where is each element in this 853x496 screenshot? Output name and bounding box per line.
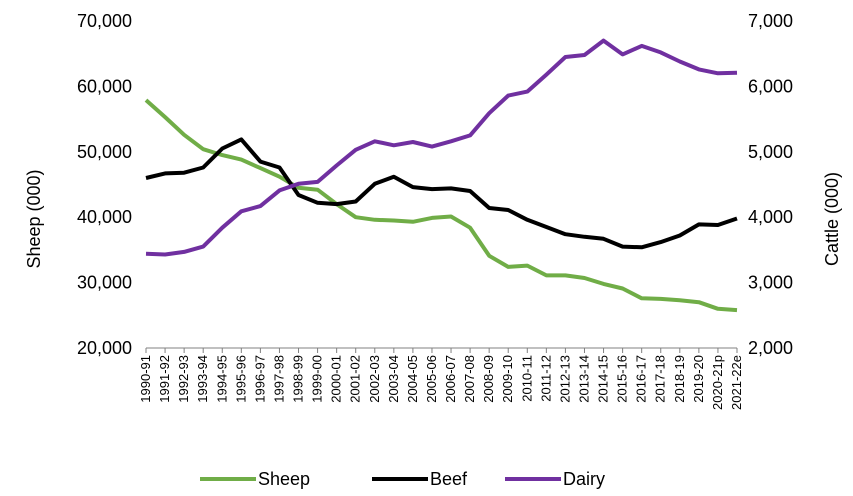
x-tick-label: 1991-92 <box>157 355 172 403</box>
legend-label-sheep: Sheep <box>258 469 310 489</box>
x-tick-label: 1995-96 <box>233 355 248 403</box>
x-tick-label: 2017-18 <box>653 355 668 403</box>
legend: Sheep Beef Dairy <box>200 469 605 489</box>
x-tick-label: 1992-93 <box>176 355 191 403</box>
x-tick-label: 2021-22e <box>729 355 744 410</box>
x-tick-label: 2020-21p <box>710 355 725 410</box>
right-tick-label: 5,000 <box>748 142 793 162</box>
right-tick-label: 7,000 <box>748 11 793 31</box>
x-tick-label: 2000-01 <box>329 355 344 403</box>
x-tick-label: 2001-02 <box>348 355 363 403</box>
x-tick-label: 2018-19 <box>672 355 687 403</box>
right-axis-ticks: 2,000 3,000 4,000 5,000 6,000 7,000 <box>748 11 793 358</box>
legend-label-dairy: Dairy <box>563 469 605 489</box>
x-tick-label: 1993-94 <box>195 355 210 403</box>
right-tick-label: 3,000 <box>748 273 793 293</box>
right-axis-title: Cattle (000) <box>822 172 842 266</box>
x-tick-label: 1997-98 <box>271 355 286 403</box>
x-tick-label: 2019-20 <box>691 355 706 403</box>
series-line-dairy <box>145 38 738 257</box>
x-tick-label: 2002-03 <box>367 355 382 403</box>
x-tick-label: 2016-17 <box>634 355 649 403</box>
left-axis-title: Sheep (000) <box>24 169 44 268</box>
chart-axes <box>145 347 738 353</box>
x-tick-label: 2015-16 <box>615 355 630 403</box>
x-tick-label: 2010-11 <box>519 355 534 402</box>
x-tick-label: 2005-06 <box>424 355 439 403</box>
x-tick-label: 2011-12 <box>538 355 553 402</box>
left-tick-label: 60,000 <box>77 76 132 96</box>
x-tick-label: 2004-05 <box>405 355 420 403</box>
left-tick-label: 70,000 <box>77 11 132 31</box>
left-tick-label: 20,000 <box>77 338 132 358</box>
x-tick-label: 2012-13 <box>557 355 572 403</box>
x-tick-label: 1990-91 <box>138 355 153 403</box>
legend-label-beef: Beef <box>430 469 468 489</box>
x-tick-label: 1999-00 <box>310 355 325 403</box>
x-tick-label: 2014-15 <box>596 355 611 403</box>
x-tick-label: 1998-99 <box>291 355 306 403</box>
x-tick-label: 2009-10 <box>500 355 515 403</box>
x-tick-label: 2007-08 <box>462 355 477 403</box>
x-tick-label: 2013-14 <box>576 355 591 403</box>
x-tick-label: 1996-97 <box>252 355 267 403</box>
series-line-sheep <box>144 98 738 313</box>
x-tick-label: 1994-95 <box>214 355 229 403</box>
right-tick-label: 4,000 <box>748 207 793 227</box>
left-axis-ticks: 20,000 30,000 40,000 50,000 60,000 70,000 <box>77 11 132 358</box>
right-tick-label: 6,000 <box>748 76 793 96</box>
x-tick-label: 2003-04 <box>386 355 401 403</box>
series-line-beef <box>145 137 738 250</box>
left-tick-label: 40,000 <box>77 207 132 227</box>
series-lines <box>144 38 738 313</box>
left-tick-label: 30,000 <box>77 273 132 293</box>
x-tick-label: 2008-09 <box>481 355 496 403</box>
left-tick-label: 50,000 <box>77 142 132 162</box>
x-tick-label: 2006-07 <box>443 355 458 403</box>
right-tick-label: 2,000 <box>748 338 793 358</box>
x-axis-labels: 1990-91 1991-92 1992-93 1993-94 1994-95 1995-… <box>138 355 744 410</box>
